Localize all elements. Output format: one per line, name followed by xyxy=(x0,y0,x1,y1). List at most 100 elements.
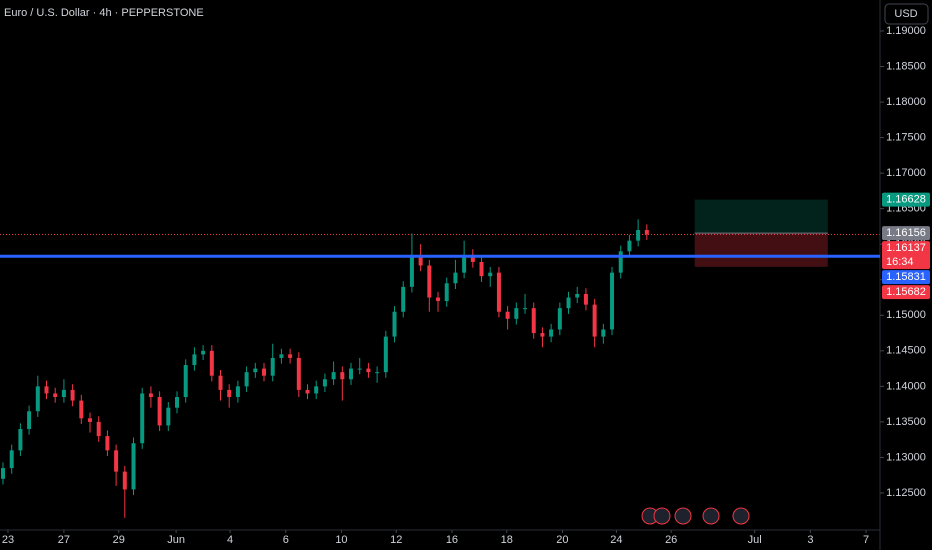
candle xyxy=(540,327,545,348)
candle xyxy=(357,357,362,375)
y-tick-label: 1.12500 xyxy=(886,487,926,499)
currency-button[interactable] xyxy=(884,3,929,25)
x-tick-label: 23 xyxy=(2,534,14,546)
candle xyxy=(401,281,406,318)
currency-label[interactable]: USD xyxy=(894,8,917,20)
candle-body xyxy=(166,407,171,426)
candle xyxy=(270,343,275,382)
candle-body xyxy=(514,308,519,319)
candle xyxy=(610,266,615,336)
candle xyxy=(427,259,432,312)
candle xyxy=(53,387,58,403)
candle xyxy=(331,361,336,385)
candle xyxy=(235,380,240,403)
candle-body xyxy=(375,372,380,374)
candle-body xyxy=(227,389,232,398)
candle-body xyxy=(27,411,32,430)
candle-body xyxy=(114,450,119,472)
candle-body xyxy=(340,372,345,380)
candle-body xyxy=(523,308,528,310)
candle-body xyxy=(401,286,406,312)
candle xyxy=(140,387,145,449)
x-tick-label: 16 xyxy=(446,534,458,546)
x-tick-label: 20 xyxy=(556,534,568,546)
candle xyxy=(279,348,284,364)
candle xyxy=(35,375,40,417)
candle xyxy=(601,323,606,344)
price-label: 1.16137 xyxy=(886,242,926,254)
candle xyxy=(514,302,519,325)
candle-body xyxy=(296,357,301,390)
candle xyxy=(114,444,119,486)
candle-body xyxy=(244,372,249,387)
candle xyxy=(627,234,632,258)
candle xyxy=(166,401,171,432)
x-tick-label: Jun xyxy=(167,534,185,546)
candle xyxy=(88,412,93,433)
x-tick-label: 18 xyxy=(501,534,513,546)
candle-body xyxy=(9,450,14,469)
candle xyxy=(322,373,327,393)
candle xyxy=(340,366,345,401)
candle-body xyxy=(636,229,641,241)
candle-body xyxy=(262,368,267,376)
event-icons xyxy=(641,507,750,525)
candle-body xyxy=(627,240,632,252)
x-tick-label: 4 xyxy=(227,534,233,546)
x-tick-label: 10 xyxy=(335,534,347,546)
y-tick-label: 1.15000 xyxy=(886,309,926,321)
candle xyxy=(505,306,510,330)
candle xyxy=(618,245,623,279)
candle-body xyxy=(253,368,258,373)
candle-body xyxy=(540,333,545,337)
candle xyxy=(96,416,101,442)
position-target-zone xyxy=(694,199,828,234)
y-tick-label: 1.18000 xyxy=(886,96,926,108)
x-tick-label: Jul xyxy=(748,534,762,546)
x-tick-label: 12 xyxy=(390,534,402,546)
candle-body xyxy=(618,251,623,273)
candle-body xyxy=(644,229,649,235)
candle-body xyxy=(418,254,423,266)
candle-body xyxy=(44,386,49,394)
candle xyxy=(227,384,232,408)
candle xyxy=(453,259,458,289)
candle-body xyxy=(288,354,293,358)
candle xyxy=(44,380,49,400)
candle-body xyxy=(566,297,571,309)
candle xyxy=(444,277,449,307)
candle xyxy=(209,345,214,382)
candle-body xyxy=(496,272,501,312)
candle-body xyxy=(53,393,58,398)
candle-body xyxy=(122,471,127,490)
candle-body xyxy=(349,368,354,380)
candle xyxy=(462,240,467,279)
candle xyxy=(488,266,493,287)
candle xyxy=(557,302,562,336)
position-stop-zone xyxy=(694,233,828,267)
candle xyxy=(644,224,649,240)
candle-body xyxy=(575,293,580,298)
x-tick-label: 24 xyxy=(610,534,622,546)
candle-body xyxy=(18,429,23,451)
candle xyxy=(479,256,484,282)
candle xyxy=(70,384,75,407)
candle-body xyxy=(601,329,606,337)
y-tick-label: 1.13000 xyxy=(886,451,926,463)
candle-body xyxy=(479,261,484,277)
x-tick-label: 26 xyxy=(665,534,677,546)
candle-body xyxy=(322,379,327,387)
candle-body xyxy=(192,354,197,366)
candle-body xyxy=(557,308,562,330)
candle-body xyxy=(453,272,458,284)
candle-body xyxy=(209,350,214,376)
candle xyxy=(523,293,528,314)
candle-body xyxy=(79,400,84,419)
y-tick-label: 1.14500 xyxy=(886,345,926,357)
candle xyxy=(122,465,127,518)
candle xyxy=(575,286,580,304)
candle xyxy=(9,444,14,474)
candle xyxy=(383,330,388,378)
x-tick-label: 6 xyxy=(283,534,289,546)
